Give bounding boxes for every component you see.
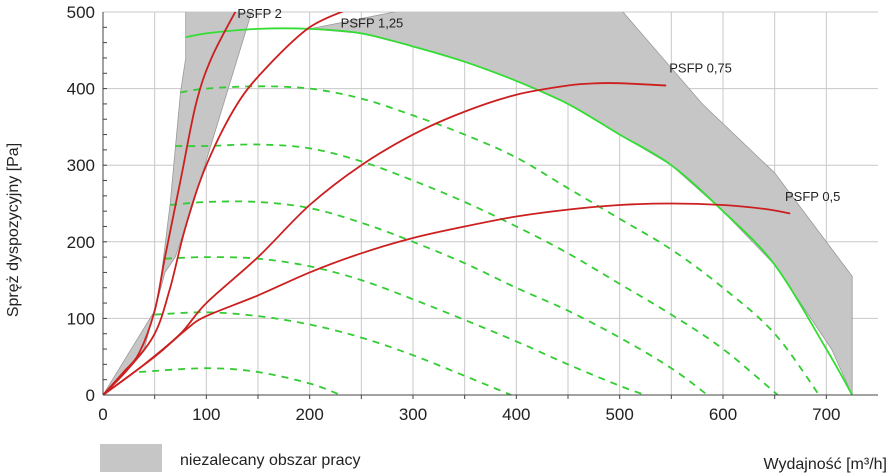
psfp-1-25-curve <box>103 12 344 395</box>
y-tick-label: 0 <box>86 386 95 405</box>
x-tick-label: 0 <box>98 405 107 424</box>
psfp-label: PSFP 0,75 <box>669 61 732 76</box>
x-tick-label: 300 <box>399 405 427 424</box>
y-tick-label: 300 <box>67 156 95 175</box>
annotations: PSFP 2 PSFP 1,25 PSFP 0,75 PSFP 0,5 <box>237 6 840 204</box>
x-tick-label: 700 <box>812 405 840 424</box>
fan-curve-partial <box>180 85 820 395</box>
psfp-label: PSFP 1,25 <box>341 15 404 30</box>
psfp-label: PSFP 0,5 <box>785 189 840 204</box>
fan-curve-partial <box>154 311 512 395</box>
x-tick-label: 500 <box>605 405 633 424</box>
fan-curve-partial <box>170 200 709 395</box>
psfp-0-5-curve <box>103 202 791 395</box>
fan-curve-partial <box>175 143 779 395</box>
y-tick-label: 400 <box>67 80 95 99</box>
psfp-0-75-curve <box>103 82 667 395</box>
x-tick-label: 600 <box>709 405 737 424</box>
psfp-label: PSFP 2 <box>237 6 282 21</box>
x-tick-label: 100 <box>192 405 220 424</box>
x-axis-title: Wydajność [m³/h] <box>764 456 887 473</box>
fan-curve-max <box>185 27 853 395</box>
series-lines <box>103 12 853 395</box>
axes <box>102 12 878 399</box>
fan-curve-partial <box>139 367 342 395</box>
y-axis-title: Spręż dyspozycyjny [Pa] <box>5 143 22 317</box>
tick-labels: 0 100 200 300 400 500 600 700 0 100 200 300 400 500 <box>67 3 841 424</box>
psfp-2-curve <box>103 12 237 395</box>
legend-swatch <box>100 444 162 472</box>
fan-curve-partial <box>164 256 646 395</box>
y-tick-label: 500 <box>67 3 95 22</box>
x-tick-label: 200 <box>295 405 323 424</box>
not-recommended-region <box>309 12 853 395</box>
y-tick-label: 100 <box>67 309 95 328</box>
x-tick-label: 400 <box>502 405 530 424</box>
y-tick-label: 200 <box>67 233 95 252</box>
legend-label: niezalecany obszar pracy <box>180 452 361 469</box>
legend: niezalecany obszar pracy <box>100 444 361 472</box>
